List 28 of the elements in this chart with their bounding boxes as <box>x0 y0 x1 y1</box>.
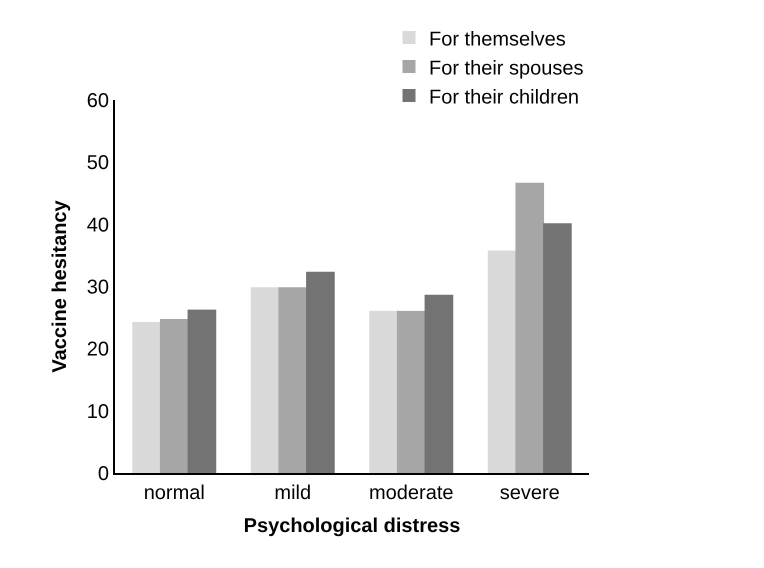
x-tick-label: normal <box>144 482 205 504</box>
y-tick-label: 10 <box>86 400 109 423</box>
bar <box>132 322 161 473</box>
bar <box>396 310 426 473</box>
legend-label: For their spouses <box>429 57 584 80</box>
y-tick-label: 20 <box>86 338 109 361</box>
bar <box>515 182 544 473</box>
y-tick-label: 0 <box>98 463 109 485</box>
legend-label: For their children <box>429 86 580 108</box>
bar <box>188 310 216 473</box>
legend-label: For themselves <box>429 28 566 50</box>
bar <box>488 250 516 473</box>
y-tick-label: 30 <box>86 276 109 298</box>
bar <box>160 318 189 473</box>
x-tick-label: mild <box>274 482 312 504</box>
y-tick-label: 50 <box>86 152 109 174</box>
bar <box>424 294 454 473</box>
bar <box>543 223 572 473</box>
y-tick-label: 40 <box>86 214 109 236</box>
x-axis-title: Psychological distress <box>244 515 460 537</box>
x-tick-label: moderate <box>369 482 454 504</box>
y-tick-label: 60 <box>86 90 109 112</box>
bar <box>278 287 308 473</box>
bar <box>369 310 398 473</box>
y-axis-title: Vaccine hesitancy <box>48 199 71 373</box>
x-tick-label: severe <box>500 482 560 504</box>
bar <box>306 272 335 473</box>
bar <box>250 287 280 473</box>
